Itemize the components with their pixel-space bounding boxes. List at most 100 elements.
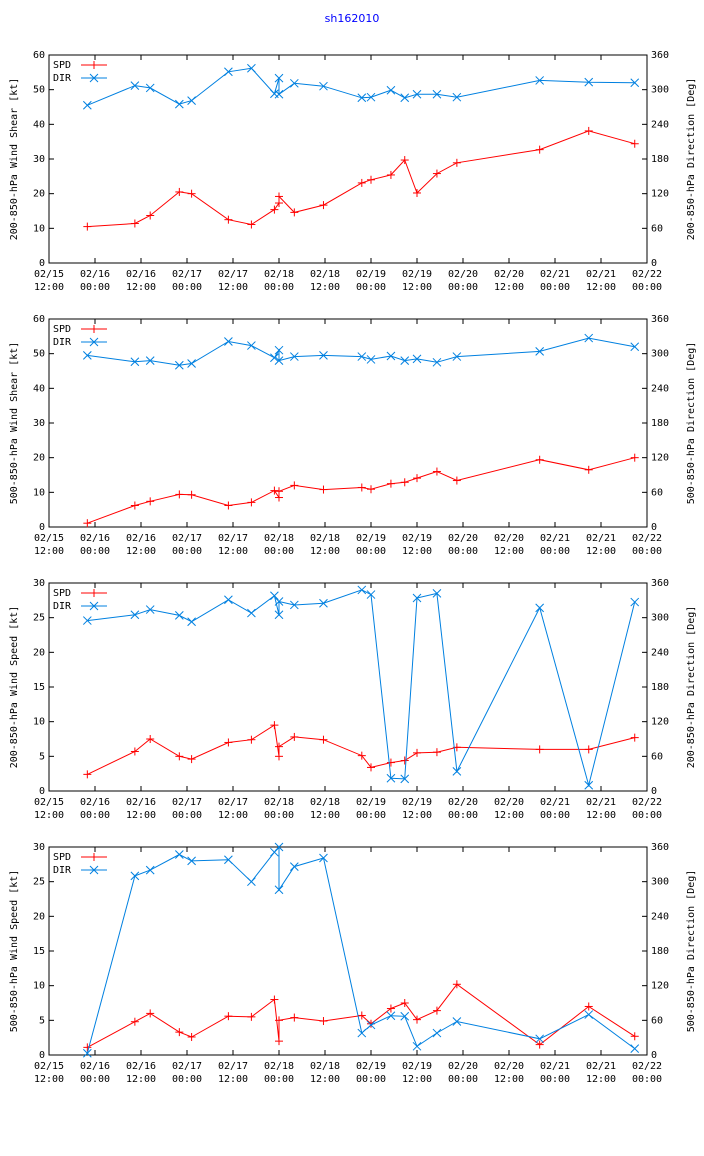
- marker-stroke: [366, 590, 376, 599]
- marker-stroke: [452, 92, 462, 102]
- marker-stroke: [145, 865, 155, 875]
- marker-stroke: [187, 359, 196, 368]
- x-tick-label: 02/17: [172, 1061, 202, 1072]
- marker-stroke: [224, 855, 233, 865]
- spd-point: [357, 751, 366, 760]
- x-tick-label: 00:00: [448, 810, 478, 821]
- page-title: sh162010: [324, 12, 380, 25]
- marker-stroke: [400, 93, 410, 103]
- dir-point: [89, 865, 99, 875]
- spd-point: [175, 490, 184, 499]
- spd-point: [247, 498, 256, 507]
- spd-point: [247, 220, 256, 229]
- x-tick-label: 12:00: [402, 1074, 432, 1085]
- x-tick-label: 00:00: [448, 1074, 478, 1085]
- y2-tick-label: 60: [651, 751, 663, 762]
- marker-stroke: [274, 597, 284, 606]
- x-tick-label: 02/19: [356, 269, 386, 280]
- spd-point: [247, 1012, 256, 1021]
- dir-point: [366, 1020, 376, 1030]
- dir-point: [630, 342, 640, 352]
- x-tick-label: 00:00: [540, 282, 570, 293]
- spd-point: [130, 219, 139, 228]
- spd-point: [275, 487, 283, 496]
- x-tick-label: 02/18: [264, 797, 294, 808]
- x-tick-label: 00:00: [80, 1074, 110, 1085]
- dir-point: [584, 333, 594, 343]
- y-tick-label: 40: [33, 383, 45, 394]
- marker-stroke: [400, 774, 410, 784]
- marker-stroke: [386, 773, 396, 783]
- spd-point: [146, 1009, 155, 1018]
- marker-stroke: [289, 78, 299, 88]
- x-tick-label: 00:00: [356, 546, 386, 557]
- x-tick-label: 12:00: [586, 1074, 616, 1085]
- spd-point: [357, 178, 366, 187]
- x-tick-label: 02/19: [402, 797, 432, 808]
- y2-tick-label: 300: [651, 613, 669, 624]
- dir-point: [357, 1028, 367, 1038]
- dir-point: [187, 96, 196, 105]
- y-tick-label: 20: [33, 189, 45, 200]
- dir-point: [145, 865, 155, 875]
- x-tick-label: 02/19: [402, 1061, 432, 1072]
- y-tick-label: 50: [33, 349, 45, 360]
- y-tick-label: 5: [39, 1015, 45, 1026]
- marker-stroke: [432, 357, 442, 367]
- x-tick-label: 02/20: [448, 533, 478, 544]
- x-tick-label: 02/22: [632, 1061, 662, 1072]
- y2-tick-label: 0: [651, 522, 657, 533]
- spd-point: [400, 478, 409, 487]
- spd-point: [187, 490, 196, 499]
- chart-panel-2: 0 10 20 30 40 50 60 0 60 120 180 240 300 360 02/15 12:0…: [9, 314, 697, 557]
- y2-tick-label: 0: [651, 786, 657, 797]
- x-tick-label: 00:00: [80, 810, 110, 821]
- spd-point: [630, 1032, 639, 1041]
- y-tick-label: 10: [33, 981, 45, 992]
- dir-point: [584, 780, 594, 790]
- x-tick-label: 02/18: [310, 533, 340, 544]
- marker-stroke: [82, 351, 92, 360]
- y2-tick-label: 240: [651, 119, 669, 130]
- y2-tick-label: 300: [651, 349, 669, 360]
- y2-tick-label: 60: [651, 1015, 663, 1026]
- x-tick-label: 02/20: [494, 797, 524, 808]
- marker-stroke: [535, 76, 545, 85]
- dir-point: [289, 862, 299, 871]
- x-tick-label: 00:00: [448, 282, 478, 293]
- dir-point: [412, 1041, 422, 1051]
- spd-point: [275, 752, 283, 761]
- spd-point: [386, 1004, 395, 1013]
- spd-point: [90, 853, 98, 861]
- x-tick-label: 00:00: [632, 1074, 662, 1085]
- x-tick-label: 02/22: [632, 797, 662, 808]
- x-tick-label: 02/22: [632, 533, 662, 544]
- spd-point: [224, 215, 233, 224]
- dir-point: [274, 610, 284, 620]
- y-tick-label: 25: [33, 613, 45, 624]
- marker-stroke: [386, 351, 396, 361]
- marker-stroke: [145, 83, 155, 93]
- y-tick-label: 50: [33, 85, 45, 96]
- dir-point: [400, 93, 410, 103]
- x-tick-label: 12:00: [34, 546, 64, 557]
- marker-stroke: [270, 89, 279, 99]
- marker-stroke: [452, 352, 462, 361]
- marker-stroke: [412, 1041, 422, 1051]
- dir-point: [130, 610, 140, 620]
- y-tick-label: 20: [33, 453, 45, 464]
- dir-point: [584, 1010, 594, 1019]
- dir-point: [366, 92, 376, 102]
- spd-point: [90, 589, 98, 597]
- spd-point: [432, 1006, 441, 1015]
- dir-point: [535, 76, 545, 85]
- x-tick-label: 02/19: [402, 533, 432, 544]
- dir-point: [274, 73, 284, 83]
- y2-axis-label: 200-850-hPa Direction [Deg]: [686, 78, 697, 241]
- dir-point: [174, 850, 184, 859]
- x-tick-label: 12:00: [586, 546, 616, 557]
- marker-stroke: [412, 89, 422, 99]
- spd-point: [247, 735, 256, 744]
- x-tick-label: 00:00: [172, 810, 202, 821]
- marker-stroke: [319, 853, 328, 863]
